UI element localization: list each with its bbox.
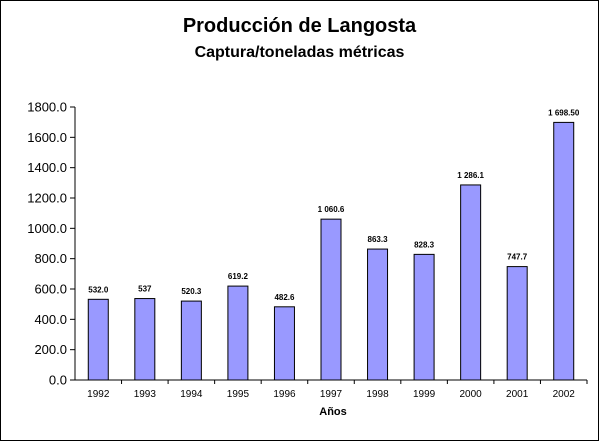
data-label: 747.7 [507,253,528,262]
bar [227,285,249,381]
bar [460,184,482,381]
y-tick-label: 600.0 [34,282,67,297]
bar [273,306,295,381]
x-tick-label: 2001 [506,389,529,400]
y-tick-label: 1800.0 [27,100,67,115]
data-label: 520.3 [181,287,202,296]
bar [134,298,156,381]
x-tick-label: 1998 [366,389,389,400]
data-label: 619.2 [228,272,249,281]
data-label: 863.3 [368,235,389,244]
x-tick-label: 1994 [180,389,203,400]
x-tick-label: 2000 [460,389,483,400]
y-tick-label: 800.0 [34,251,67,266]
bar [367,248,389,381]
bar [413,253,435,381]
data-label: 482.6 [274,293,295,302]
data-label: 1 698.50 [548,108,580,117]
x-tick-label: 1997 [320,389,343,400]
data-label: 1 286.1 [457,171,484,180]
chart-title: Producción de Langosta [182,15,417,37]
data-label: 828.3 [414,240,435,249]
bar [87,298,109,381]
y-tick-label: 1600.0 [27,130,67,145]
data-label: 537 [138,285,152,294]
y-tick-label: 1000.0 [27,221,67,236]
y-tick-label: 400.0 [34,312,67,327]
x-axis-title: Años [319,406,347,418]
x-tick-label: 1995 [227,389,250,400]
data-label: 532.0 [88,285,109,294]
x-tick-label: 1992 [87,389,110,400]
x-tick-label: 2002 [553,389,576,400]
y-tick-label: 1200.0 [27,191,67,206]
bar [553,121,575,381]
bar [320,218,342,381]
x-tick-label: 1996 [273,389,296,400]
x-tick-label: 1993 [134,389,157,400]
y-tick-label: 0.0 [49,373,67,388]
bar [506,266,528,381]
data-label: 1 060.6 [318,205,345,214]
bar [180,300,202,381]
chart-subtitle: Captura/toneladas métricas [194,44,405,61]
y-tick-label: 200.0 [34,342,67,357]
y-tick-label: 1400.0 [27,160,67,175]
x-tick-label: 1999 [413,389,436,400]
